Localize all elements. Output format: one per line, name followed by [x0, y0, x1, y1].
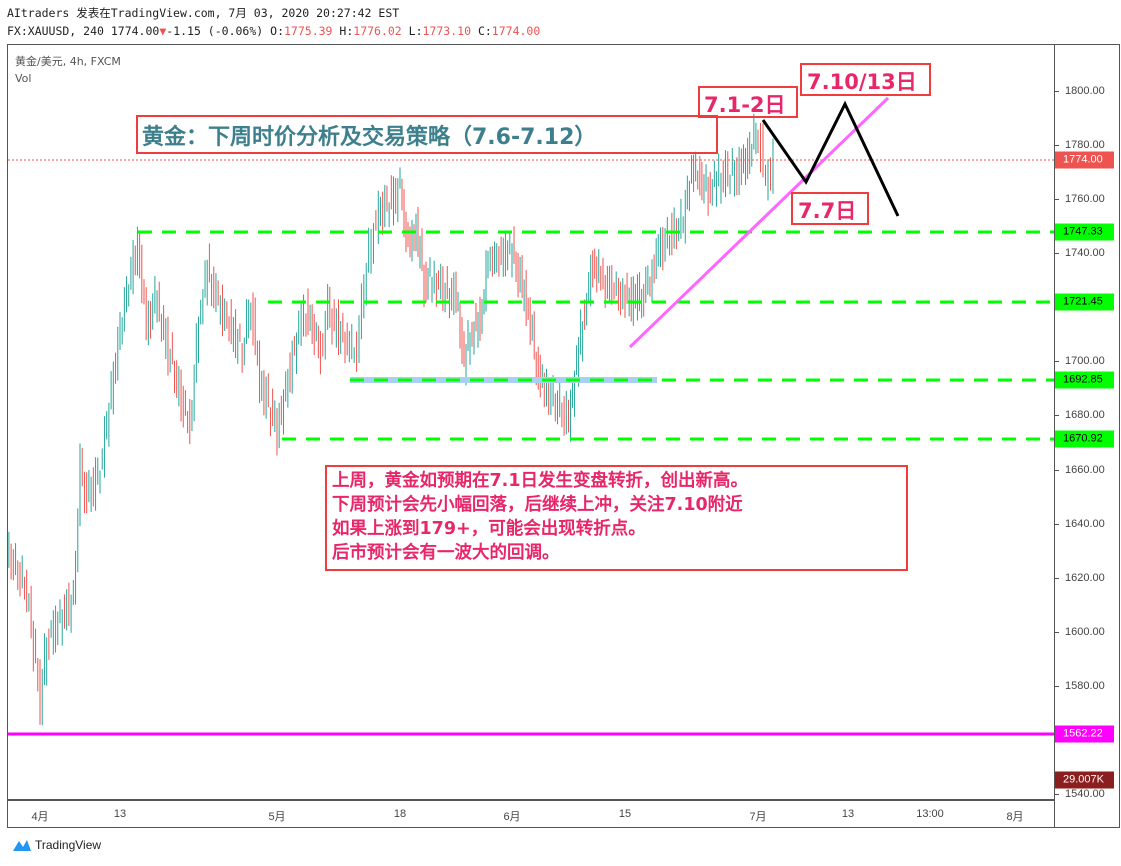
- y-tick-label: 1660.00: [1055, 463, 1105, 476]
- x-tick-label: 6月: [503, 811, 521, 823]
- time-axis[interactable]: [7, 800, 1054, 828]
- volume-tag: 29.007K: [1055, 771, 1114, 789]
- open-label: O:: [270, 24, 284, 38]
- analysis-note: 上周，黄金如预期在7.1日发生变盘转折，创出新高。 下周预计会先小幅回落，后继续…: [325, 465, 908, 571]
- label-7-1: 7.1-2日: [698, 86, 798, 118]
- last-price-tag: 1774.00: [1055, 151, 1114, 169]
- y-tick-label: 1680.00: [1055, 409, 1105, 422]
- x-tick-label: 5月: [268, 811, 286, 823]
- label-7-10: 7.10/13日: [800, 63, 931, 96]
- title-annotation: 黄金：下周时价分析及交易策略（7.6-7.12）: [136, 115, 718, 154]
- low-label: L:: [408, 24, 423, 38]
- brand-name: TradingView: [35, 838, 102, 852]
- note-line: 如果上涨到179+，可能会出现转折点。: [332, 519, 646, 539]
- symbol-info: FX:XAUUSD, 240 1774.00▼-1.15 (-0.06%) O:…: [7, 24, 540, 38]
- high-value: 1776.02: [353, 24, 402, 38]
- x-tick-label: 4月: [31, 811, 49, 823]
- note-line: 上周，黄金如预期在7.1日发生变盘转折，创出新高。: [332, 471, 748, 491]
- y-tick-label: 1760.00: [1055, 193, 1105, 206]
- trend-line: [628, 96, 890, 349]
- level-tag: 1747.33: [1055, 223, 1114, 241]
- note-line: 下周预计会先小幅回落，后继续上冲，关注7.10附近: [332, 495, 743, 515]
- x-tick-label: 13:00: [916, 808, 944, 820]
- change: -1.15 (-0.06%): [166, 24, 264, 38]
- x-tick-label: 7月: [749, 811, 767, 823]
- y-tick-label: 1540.00: [1055, 788, 1105, 801]
- legend-title: 黄金/美元, 4h, FXCM: [15, 55, 121, 68]
- tradingview-icon: [13, 840, 31, 851]
- chart-pane[interactable]: [7, 44, 1054, 800]
- x-tick-label: 13: [113, 808, 127, 820]
- close-value: 1774.00: [491, 24, 541, 38]
- y-tick-label: 1620.00: [1055, 571, 1105, 584]
- high-label: H:: [339, 24, 354, 38]
- x-tick-label: 18: [393, 808, 407, 820]
- y-tick-label: 1780.00: [1055, 139, 1105, 152]
- level-tag: 1562.22: [1055, 725, 1114, 743]
- note-line: 后市预计会有一波大的回调。: [332, 543, 560, 563]
- y-tick-label: 1700.00: [1055, 355, 1105, 368]
- forecast-path: [761, 100, 900, 217]
- close-label: C:: [477, 24, 492, 38]
- publish-info: AItraders 发表在TradingView.com, 7月 03, 202…: [7, 6, 400, 20]
- price-axis[interactable]: [1054, 44, 1120, 828]
- label-7-7: 7.7日: [791, 192, 869, 225]
- x-tick-label: 15: [618, 808, 632, 820]
- symbol: FX:XAUUSD, 240 1774.00: [7, 24, 160, 38]
- level-tag: 1670.92: [1055, 430, 1114, 448]
- x-tick-label: 13: [841, 808, 855, 820]
- y-tick-label: 1600.00: [1055, 625, 1105, 638]
- tradingview-logo[interactable]: TradingView: [12, 838, 101, 852]
- open-value: 1775.39: [284, 24, 333, 38]
- legend-vol: Vol: [15, 72, 32, 85]
- y-tick-label: 1740.00: [1055, 247, 1105, 260]
- x-tick-label: 8月: [1006, 811, 1024, 823]
- level-tag: 1692.85: [1055, 371, 1114, 389]
- y-tick-label: 1580.00: [1055, 679, 1105, 692]
- low-value: 1773.10: [422, 24, 471, 38]
- level-tag: 1721.45: [1055, 293, 1114, 311]
- y-tick-label: 1640.00: [1055, 517, 1105, 530]
- y-tick-label: 1800.00: [1055, 85, 1105, 97]
- down-arrow-icon: ▼: [159, 24, 167, 38]
